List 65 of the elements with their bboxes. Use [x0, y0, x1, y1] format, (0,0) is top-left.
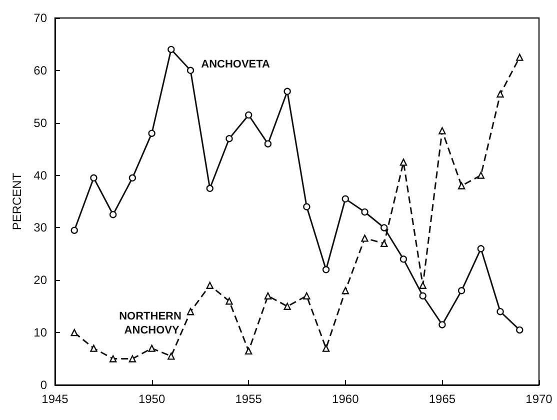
point [90, 344, 98, 352]
point [419, 282, 426, 289]
point [128, 355, 136, 362]
point [206, 282, 214, 289]
point [284, 302, 291, 310]
point [496, 308, 504, 316]
x-tick-label: 1955 [235, 392, 262, 406]
x-tick-label: 1945 [42, 392, 69, 406]
y-tick-label: 40 [34, 168, 48, 182]
point [186, 66, 194, 74]
x-tick-label: 1950 [138, 392, 166, 406]
point [400, 158, 408, 166]
point [322, 344, 330, 352]
point [264, 140, 272, 148]
point [168, 352, 175, 360]
point [361, 234, 368, 242]
y-tick-label: 10 [34, 326, 48, 340]
x-tick-label: 1960 [332, 392, 360, 406]
y-axis-title: PERCENT [10, 172, 24, 230]
point [438, 321, 446, 328]
point [148, 130, 156, 137]
y-tick-label: 0 [40, 378, 48, 392]
y-tick-label: 50 [34, 116, 48, 130]
y-tick-label: 30 [34, 220, 48, 235]
point [245, 347, 252, 355]
point [70, 226, 78, 234]
x-tick-label: 1965 [428, 392, 456, 406]
point [477, 245, 485, 252]
point [419, 292, 426, 300]
point [322, 266, 330, 274]
y-tick-label: 60 [34, 63, 48, 78]
y-tick-label: 20 [34, 273, 48, 288]
point [458, 287, 466, 294]
point [245, 111, 252, 119]
point [380, 224, 388, 232]
point [342, 195, 349, 202]
point [458, 182, 466, 190]
y-tick-label: 70 [34, 11, 48, 25]
point [226, 298, 233, 305]
point [264, 292, 272, 300]
point [128, 174, 136, 182]
point [477, 172, 485, 179]
point [361, 208, 368, 216]
point [226, 134, 233, 142]
point [438, 127, 446, 134]
point [496, 90, 504, 98]
series-label: NORTHERN ANCHOVY [119, 310, 184, 337]
point [516, 326, 524, 334]
point [303, 292, 310, 300]
point [400, 256, 408, 263]
point [186, 308, 194, 316]
point [109, 355, 117, 362]
point [284, 88, 291, 95]
point [70, 328, 78, 336]
point [342, 287, 349, 294]
point [516, 54, 524, 61]
point [109, 211, 117, 218]
point [90, 174, 98, 182]
series-label: ANCHOVETA [201, 58, 270, 70]
point [380, 240, 388, 248]
point [206, 184, 214, 192]
point [168, 46, 175, 54]
x-tick-label: 1970 [526, 392, 553, 406]
point [148, 344, 156, 352]
point [303, 203, 310, 210]
